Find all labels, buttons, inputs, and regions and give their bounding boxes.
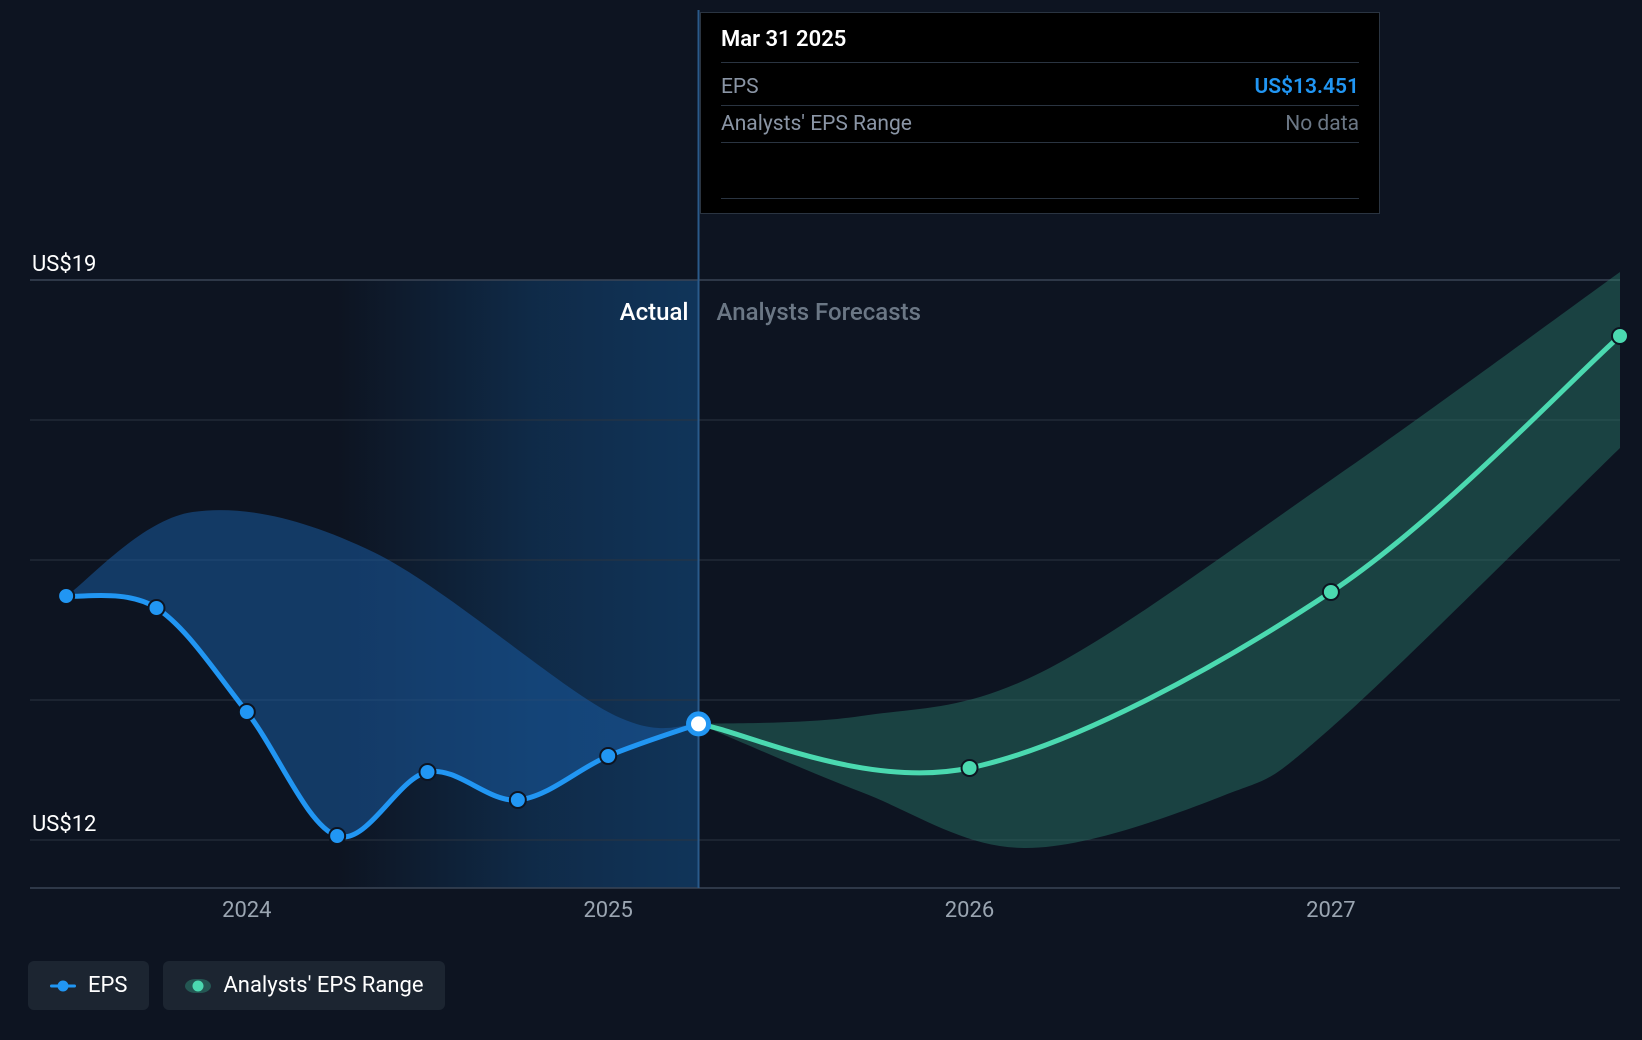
legend-label: Analysts' EPS Range bbox=[223, 973, 423, 998]
legend-item-range[interactable]: Analysts' EPS Range bbox=[163, 961, 445, 1010]
x-axis-tick-label: 2025 bbox=[583, 898, 632, 923]
tooltip-date: Mar 31 2025 bbox=[721, 27, 1359, 63]
legend-label: EPS bbox=[88, 973, 127, 998]
x-axis-tick-label: 2027 bbox=[1306, 898, 1355, 923]
zone-label-actual: Actual bbox=[599, 298, 689, 326]
tooltip-label: EPS bbox=[721, 75, 759, 99]
zone-label-forecast: Analysts Forecasts bbox=[717, 298, 921, 326]
x-axis-tick-label: 2026 bbox=[945, 898, 994, 923]
chart-legend: EPS Analysts' EPS Range bbox=[28, 961, 445, 1010]
tooltip-value: No data bbox=[1285, 112, 1359, 136]
eps-forecast-chart[interactable]: US$19 US$12 2024 2025 2026 2027 Actual Analy… bbox=[0, 0, 1642, 1040]
x-axis-tick-label: 2024 bbox=[222, 898, 271, 923]
tooltip-value: US$13.451 bbox=[1254, 75, 1359, 99]
y-axis-tick-label: US$12 bbox=[32, 812, 96, 837]
area-swatch-icon bbox=[185, 977, 211, 995]
tooltip-spacer bbox=[721, 143, 1359, 199]
line-swatch-icon bbox=[50, 980, 76, 992]
y-axis-tick-label: US$19 bbox=[32, 252, 96, 277]
chart-tooltip: Mar 31 2025 EPS US$13.451 Analysts' EPS … bbox=[700, 12, 1380, 214]
tooltip-row-eps: EPS US$13.451 bbox=[721, 69, 1359, 106]
legend-item-eps[interactable]: EPS bbox=[28, 961, 149, 1010]
tooltip-row-range: Analysts' EPS Range No data bbox=[721, 106, 1359, 143]
tooltip-label: Analysts' EPS Range bbox=[721, 112, 912, 136]
